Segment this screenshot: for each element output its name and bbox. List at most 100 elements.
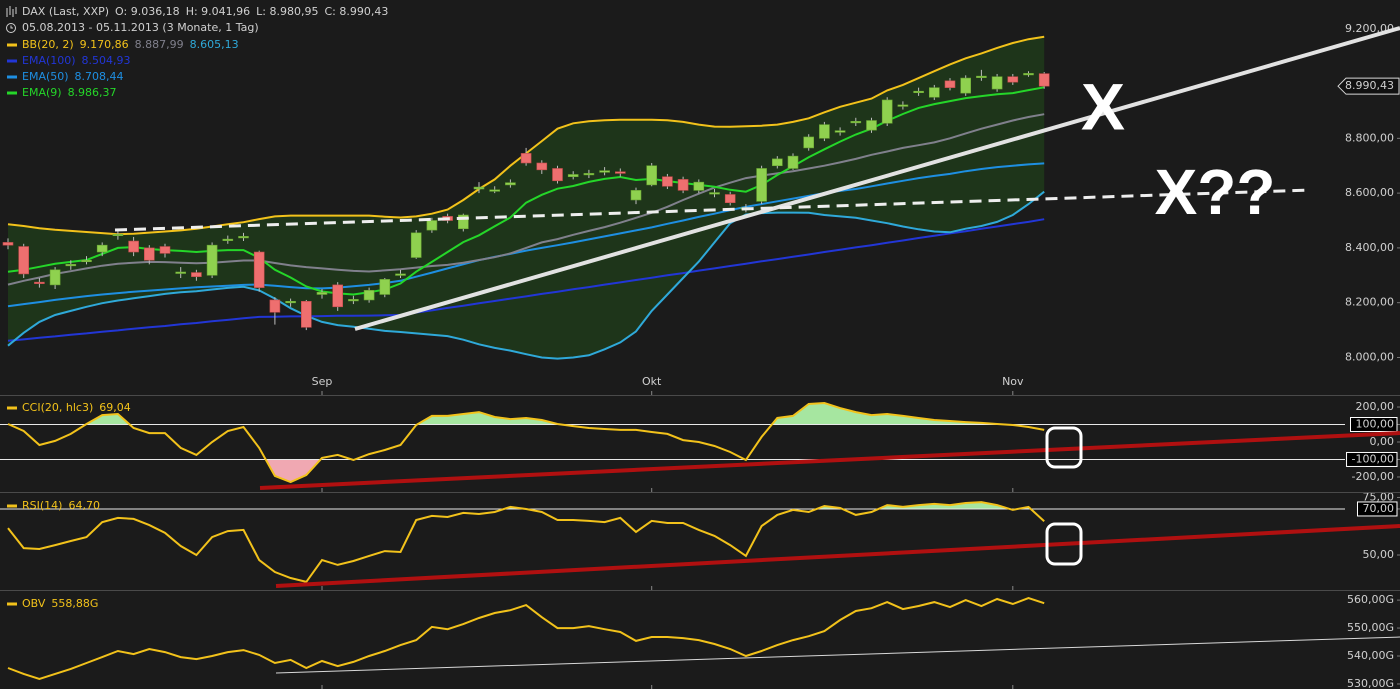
candle-body	[473, 186, 485, 190]
plot-area: 8.000,00 8.200,00 8.400,00 8.600,00 8.800,00…	[0, 22, 1400, 689]
candle-body	[1023, 73, 1034, 76]
legend-entry: RSI(14) 64,70	[22, 499, 100, 512]
candle-body	[771, 158, 783, 167]
indicator-line	[7, 218, 1045, 342]
obv-trend-line	[275, 636, 1400, 674]
y-tick-label: 560,00G	[1347, 593, 1394, 606]
candle-body	[34, 281, 45, 284]
candle-body	[630, 190, 642, 201]
legend-value: 9.170,86	[80, 38, 129, 51]
y-tick-label: 8.600,00	[1345, 186, 1394, 199]
legend-entry: CCI(20, hlc3) 69,04	[22, 401, 131, 414]
y-tick-label: 70,00	[1363, 502, 1395, 515]
overbought-fill	[8, 502, 1045, 509]
panel-frame	[0, 395, 1400, 591]
indicator-line	[7, 113, 1045, 286]
candle-body	[944, 80, 956, 88]
candle-body	[191, 272, 202, 277]
candle-body	[363, 290, 375, 301]
legend-value: 8.504,93	[82, 54, 131, 67]
ohlc-label: C: 8.990,43	[324, 5, 388, 18]
rsi-trend-line	[275, 524, 1400, 588]
candle-body	[709, 192, 720, 195]
candle-body	[49, 269, 61, 286]
legend-swatch	[7, 602, 17, 606]
candle-body	[112, 233, 124, 237]
y-tick-label: 100,00	[1356, 418, 1395, 431]
legend-swatch	[7, 43, 17, 47]
candle-body	[65, 264, 77, 267]
candle-body	[316, 291, 328, 295]
annotation: X??	[1155, 156, 1276, 228]
candle-body	[819, 124, 830, 139]
candle-body	[677, 179, 689, 191]
candle-body	[175, 271, 186, 274]
legend-value: 8.986,37	[68, 86, 117, 99]
ohlc-label: H: 9.041,96	[186, 5, 250, 18]
legend-name: CCI(20, hlc3)	[22, 401, 93, 414]
overbought-fill	[8, 403, 1005, 425]
candle-body	[81, 259, 92, 263]
dashed-trend-line	[114, 188, 1311, 232]
ohlc-label: O: 9.036,18	[115, 5, 180, 18]
chart-icon	[6, 6, 17, 17]
candle-body	[395, 273, 406, 276]
trend-line	[354, 26, 1400, 331]
candle-body	[348, 299, 359, 302]
candle-body	[18, 246, 30, 275]
candle-body	[269, 299, 281, 313]
legend-name: RSI(14)	[22, 499, 62, 512]
indicator-line	[7, 190, 1045, 360]
instrument: DAX (Last, XXP)	[22, 5, 109, 18]
y-tick-label: 50,00	[1363, 548, 1395, 561]
legend-value: 69,04	[99, 401, 131, 414]
candle-body	[913, 90, 924, 94]
candle-body	[489, 189, 501, 192]
legend-name: EMA(9)	[22, 86, 62, 99]
candle-body	[693, 181, 705, 191]
candle-body	[599, 170, 610, 173]
candle-body	[897, 104, 909, 107]
legend-value: 64,70	[68, 499, 100, 512]
candle-body	[614, 171, 626, 174]
candle-body	[991, 76, 1003, 90]
annotation: X	[1081, 69, 1125, 143]
highlight-box	[1045, 426, 1083, 469]
candle-body	[222, 238, 234, 241]
candle-body	[567, 174, 579, 177]
y-tick-label: 8.800,00	[1345, 131, 1394, 144]
candle-body	[866, 120, 877, 131]
legend-name: OBV	[22, 597, 46, 610]
candle-body	[505, 182, 516, 186]
legend-value: 8.708,44	[75, 70, 124, 83]
candle-body	[834, 130, 846, 133]
candle-body	[646, 165, 658, 186]
y-tick-label: 8.200,00	[1345, 296, 1394, 309]
highlight-box	[1045, 522, 1083, 566]
tick-label-box	[1357, 501, 1398, 517]
candle-body	[803, 136, 815, 149]
legend-swatch	[7, 75, 17, 79]
tick-label-box	[1350, 417, 1398, 433]
candle-body	[960, 77, 972, 94]
candle-body	[159, 246, 171, 254]
legend-value: 8.887,99	[135, 38, 184, 51]
candle-body	[238, 236, 249, 239]
candle-body	[520, 153, 532, 164]
legend-swatch	[7, 91, 17, 95]
x-tick-label: Sep	[312, 375, 333, 388]
clock-icon	[6, 23, 16, 33]
legend-name: EMA(100)	[22, 54, 76, 67]
candle-body	[552, 168, 563, 182]
y-tick-label: 8.000,00	[1345, 350, 1394, 363]
candle-body	[1038, 73, 1050, 87]
candle-body	[410, 232, 422, 258]
candle-body	[583, 173, 595, 176]
indicator-line	[7, 597, 1045, 680]
legend-swatch	[7, 406, 17, 410]
candle-body	[332, 284, 344, 308]
oversold-fill	[265, 459, 747, 482]
